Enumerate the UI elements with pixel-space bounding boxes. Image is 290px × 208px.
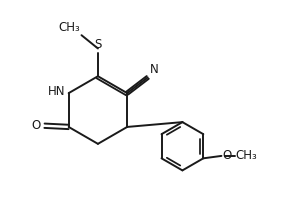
- Text: O: O: [32, 119, 41, 132]
- Text: HN: HN: [48, 85, 65, 98]
- Text: N: N: [150, 63, 158, 76]
- Text: CH₃: CH₃: [59, 21, 80, 34]
- Text: CH₃: CH₃: [235, 149, 257, 162]
- Text: S: S: [95, 38, 102, 51]
- Text: O: O: [223, 149, 232, 162]
